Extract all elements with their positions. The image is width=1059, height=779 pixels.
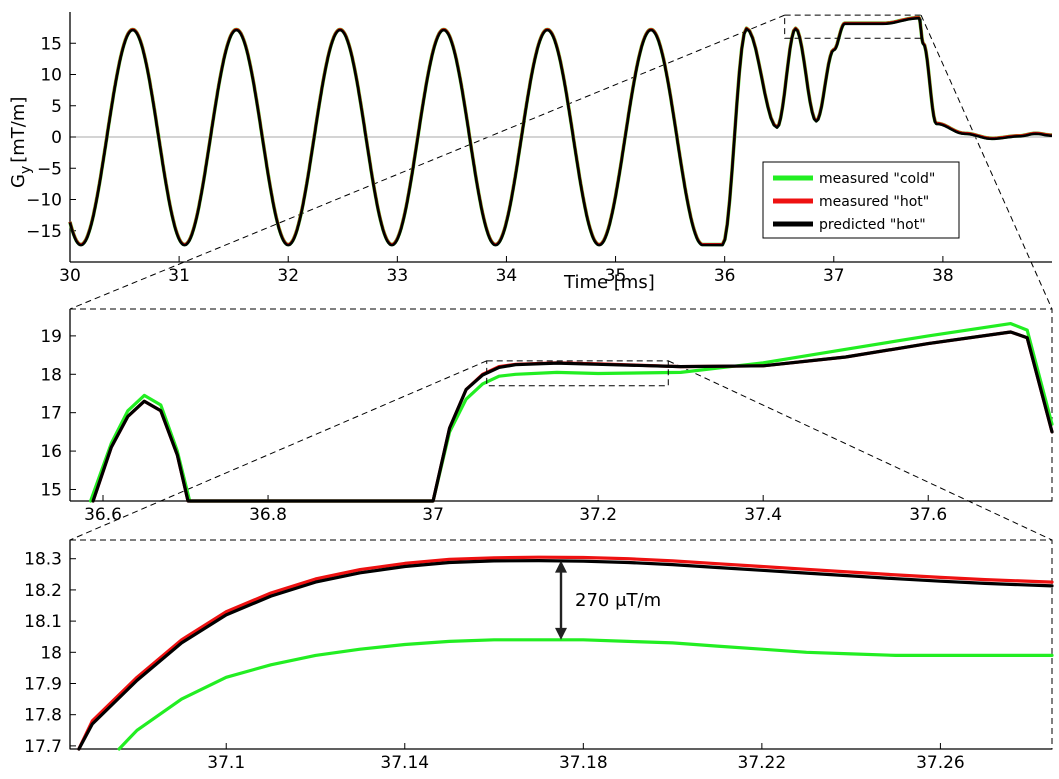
- y-axis-title-sub: y: [18, 166, 34, 174]
- x-tick-label: 37: [422, 505, 444, 525]
- y-tick-label: −15: [26, 222, 62, 242]
- x-tick-label: 37.18: [559, 753, 608, 773]
- x-tick-label: 37.2: [579, 505, 617, 525]
- y-tick-label: 17: [40, 404, 62, 424]
- y-tick-label: 15: [40, 480, 62, 500]
- series-line-cold: [89, 322, 1054, 503]
- y-axis-title-unit: [mT/m]: [8, 97, 29, 163]
- x-tick-label: 37.14: [380, 753, 429, 773]
- y-tick-label: 18.3: [24, 550, 62, 570]
- y-tick-label: 17.9: [24, 674, 62, 694]
- legend-label-cold: measured "cold": [819, 171, 935, 187]
- annotation-arrowhead-down: [555, 627, 567, 640]
- series-line-cold: [117, 638, 1054, 751]
- legend-label-hot: measured "hot": [819, 194, 929, 210]
- y-tick-label: 17.7: [24, 737, 62, 757]
- x-tick-label: 30: [59, 266, 81, 286]
- panel-zoom-1: 36.6 36.8 37 37.2 37.4 37.6 15 16 17 18 19: [40, 308, 1054, 525]
- x-tick-label: 37.22: [738, 753, 787, 773]
- series-line-hot: [91, 330, 1054, 503]
- annotation-arrowhead-up: [555, 560, 567, 573]
- y-tick-label: 15: [40, 34, 62, 54]
- y-tick-label: 0: [51, 128, 62, 148]
- x-tick-label: 37.1: [207, 753, 245, 773]
- panel-zoom-2: 37.1 37.14 37.18 37.22 37.26 17.7 17.8 17.9 18 18…: [24, 539, 1054, 773]
- y-tick-label: 18: [40, 365, 62, 385]
- y-tick-label: 18: [40, 643, 62, 663]
- difference-label: 270 μT/m: [575, 590, 661, 611]
- zoom-connectors: [69, 14, 1053, 541]
- x-tick-label: 36.8: [249, 505, 287, 525]
- series-line-hot: [77, 555, 1054, 751]
- x-axis-title: Time [ms]: [563, 272, 655, 293]
- y-tick-label: 16: [40, 442, 62, 462]
- x-tick-label: 34: [496, 266, 518, 286]
- zoom-region-box: [784, 14, 922, 39]
- x-tick-label: 37.6: [909, 505, 947, 525]
- y-axis-title: Gy [mT/m]: [8, 97, 34, 188]
- y-tick-label: −10: [26, 191, 62, 211]
- connector-line-right: [920, 14, 1053, 310]
- x-tick-label: 36.6: [84, 505, 122, 525]
- zoom-frame: [69, 308, 1053, 502]
- x-tick-label: 31: [168, 266, 190, 286]
- y-tick-label: 17.8: [24, 706, 62, 726]
- y-tick-label: 18.1: [24, 612, 62, 632]
- series-line-predicted: [77, 559, 1054, 751]
- y-tick-label: −5: [37, 159, 62, 179]
- legend-label-predicted: predicted "hot": [819, 217, 926, 233]
- x-tick-label: 37: [823, 266, 845, 286]
- connector-line-left: [69, 360, 487, 541]
- y-tick-label: 10: [40, 66, 62, 86]
- difference-annotation: 270 μT/m: [555, 560, 661, 640]
- y-tick-label: 18.2: [24, 581, 62, 601]
- panel-overview: 30 31 32 33 34 35 36 37 38 −15 −10 −5 0 5 10 15 measure…: [8, 12, 1053, 293]
- x-tick-label: 38: [932, 266, 954, 286]
- zoom-region-box: [486, 360, 669, 387]
- x-tick-label: 32: [277, 266, 299, 286]
- y-tick-label: 19: [40, 327, 62, 347]
- x-tick-label: 35: [605, 266, 627, 286]
- y-tick-label: 5: [51, 97, 62, 117]
- x-tick-label: 33: [387, 266, 409, 286]
- legend: measured "cold" measured "hot" predicted…: [762, 161, 960, 239]
- series-line-predicted: [68, 16, 1052, 247]
- connector-line-right: [668, 360, 1053, 541]
- y-axis-title-main: G: [8, 174, 29, 188]
- x-tick-label: 36: [714, 266, 736, 286]
- connector-line-left: [69, 14, 785, 310]
- series-line-predicted: [91, 330, 1054, 503]
- x-tick-label: 37.26: [916, 753, 965, 773]
- x-tick-label: 37.4: [744, 505, 782, 525]
